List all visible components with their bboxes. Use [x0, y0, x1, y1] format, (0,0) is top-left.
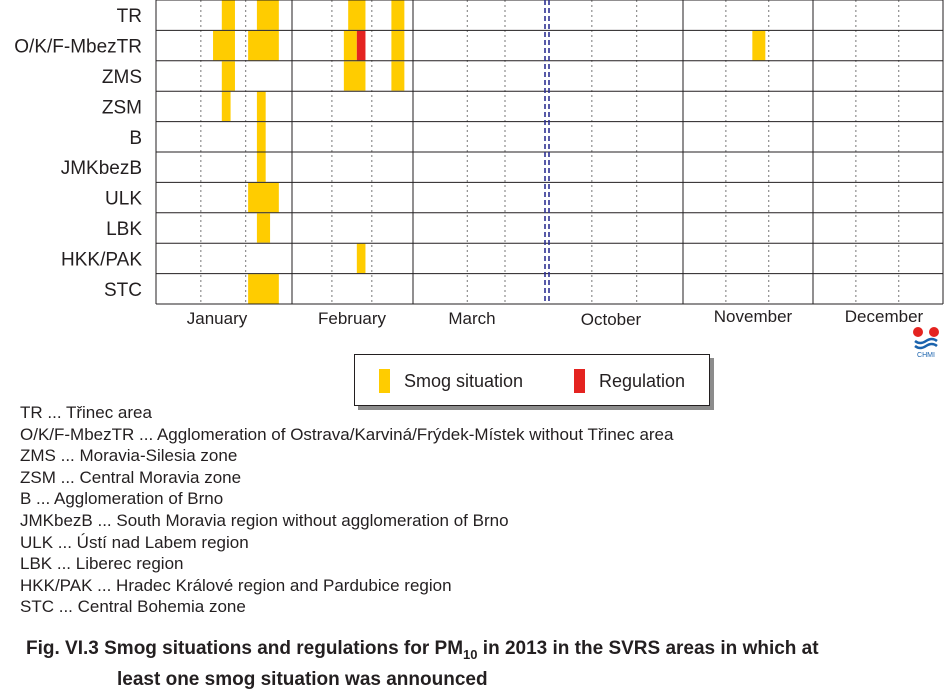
smog-bar [256, 213, 271, 243]
caption-subscript: 10 [463, 646, 478, 662]
smog-bar [391, 0, 405, 30]
smog-bar [256, 122, 266, 152]
month-label: November [714, 307, 793, 326]
regulation-bar [356, 30, 366, 61]
month-label: March [448, 309, 495, 328]
abbreviation-item: ZSM ... Central Moravia zone [20, 467, 242, 487]
smog-bar [221, 91, 231, 122]
legend-swatch-regulation [574, 369, 585, 393]
abbreviation-item: ZMS ... Moravia-Silesia zone [20, 446, 238, 466]
abbreviation-item: ULK ... Ústí nad Labem region [20, 532, 249, 552]
row-label: JMKbezB [61, 158, 142, 179]
abbreviation-list: TR ... Třinec area O/K/F-MbezTR ... Agglo… [20, 402, 673, 618]
smog-bar [256, 152, 266, 182]
smog-bar [752, 30, 766, 61]
row-label: TR [117, 6, 142, 27]
abbreviation-item: HKK/PAK ... Hradec Králové region and Pa… [20, 575, 452, 595]
figure-caption: Fig. VI.3 Smog situations and regulation… [26, 636, 819, 692]
abbreviation-item: TR ... Třinec area [20, 403, 152, 422]
abbreviation-item: LBK ... Liberec region [20, 554, 184, 574]
smog-timeline-chart: TR O/K/F-MbezTR ZMS ZSM B JMKbezB ULK LBK HKK/PA… [14, 0, 944, 329]
month-label: December [845, 307, 924, 326]
month-label: October [581, 310, 642, 329]
abbreviation-item: STC ... Central Bohemia zone [20, 597, 246, 617]
abbreviation-item: O/K/F-MbezTR ... Agglomeration of Ostrav… [20, 424, 674, 444]
row-label: ZSM [102, 97, 142, 118]
chmi-logo: CHMI [913, 327, 939, 359]
smog-bar [256, 91, 266, 122]
caption-line1-end: in 2013 in the SVRS areas in which at [477, 638, 819, 659]
caption-line1: Fig. VI.3 Smog situations and regulation… [26, 638, 464, 659]
smog-bar [391, 30, 405, 61]
month-label: January [187, 309, 248, 328]
legend-item-regulation: Regulation [574, 369, 685, 393]
legend-item-smog: Smog situation [379, 369, 523, 393]
smog-bar [248, 274, 279, 304]
smog-bar [213, 30, 235, 61]
smog-bar [221, 61, 235, 91]
month-label: February [318, 309, 387, 328]
row-label: B [129, 128, 142, 149]
smog-bar [343, 30, 357, 61]
smog-bar [221, 0, 235, 30]
row-label: ULK [105, 189, 142, 210]
caption-line2: least one smog situation was announced [117, 668, 488, 690]
smog-bar [391, 61, 405, 91]
legend-label-regulation: Regulation [599, 370, 686, 391]
legend: Smog situation Regulation [354, 354, 710, 406]
smog-bar [248, 182, 279, 213]
smog-bar [343, 61, 366, 91]
logo-text: CHMI [917, 352, 935, 359]
legend-swatch-smog [379, 369, 390, 393]
smog-bar [256, 0, 279, 30]
smog-bar [348, 0, 366, 30]
row-label: HKK/PAK [61, 249, 142, 270]
row-label: O/K/F-MbezTR [14, 37, 142, 58]
smog-bar [248, 30, 279, 61]
abbreviation-item: B ... Agglomeration of Brno [20, 489, 224, 509]
row-label: LBK [106, 219, 142, 240]
row-label: ZMS [102, 67, 142, 88]
row-label: STC [104, 280, 142, 301]
abbreviation-item: JMKbezB ... South Moravia region without… [20, 510, 509, 530]
legend-label-smog: Smog situation [404, 370, 524, 391]
smog-bar [356, 243, 366, 274]
